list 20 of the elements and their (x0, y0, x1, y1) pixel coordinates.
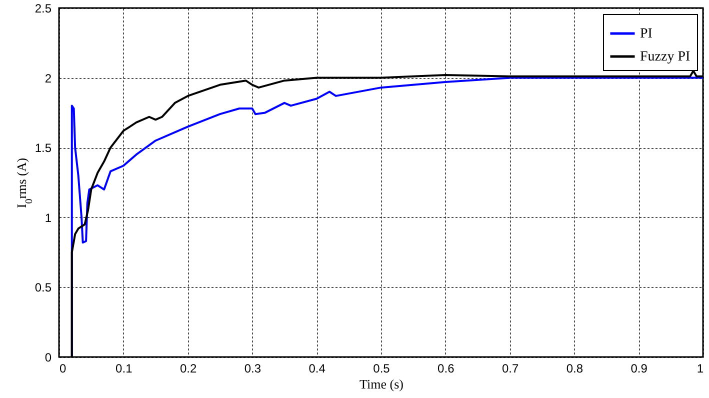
y-tick-label: 1 (44, 210, 52, 225)
x-tick-label: 0.5 (373, 362, 390, 376)
x-tick-label: 0.3 (244, 362, 262, 376)
x-tick-label: 0.9 (630, 362, 648, 376)
x-axis-title: Time (s) (360, 376, 404, 392)
x-tick-label: 0.8 (566, 362, 584, 376)
x-tick-label: 0.7 (502, 362, 519, 376)
y-tick-label: 0.5 (34, 280, 52, 295)
x-tick-label: 0.4 (308, 362, 326, 376)
legend-label: PI (640, 26, 653, 42)
x-tick-label: 0 (60, 362, 66, 376)
legend-label: Fuzzy PI (640, 50, 690, 64)
x-tick-label: 0.1 (116, 362, 133, 376)
x-tick-label: 0.2 (180, 362, 197, 376)
y-tick-label: 2 (44, 71, 52, 86)
x-tick-label: 1 (696, 362, 704, 376)
y-tick-label: 1.5 (34, 141, 52, 156)
x-tick-label: 0.6 (438, 362, 455, 376)
y-tick-label: 0 (44, 350, 52, 364)
y-tick-label: 2.5 (34, 2, 52, 16)
